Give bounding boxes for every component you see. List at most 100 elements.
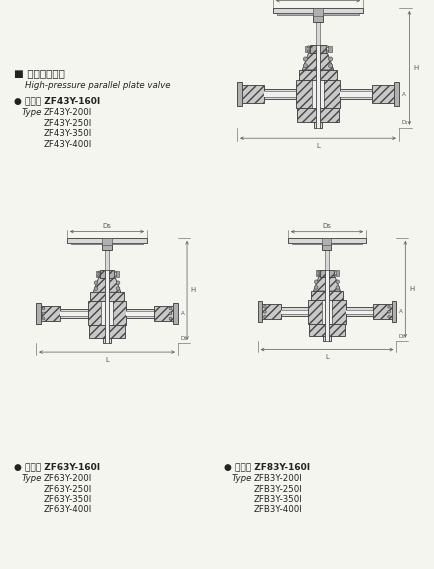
Text: ● 型号： ZF83Y-160I: ● 型号： ZF83Y-160I	[224, 462, 309, 471]
Text: ZFB3Y-400I: ZFB3Y-400I	[253, 505, 302, 514]
Ellipse shape	[114, 275, 116, 277]
Text: ZF43Y-250I: ZF43Y-250I	[44, 118, 92, 127]
Bar	[371, 85, 394, 103]
Text: ZF43Y-200I: ZF43Y-200I	[44, 108, 92, 117]
Ellipse shape	[263, 311, 266, 313]
Polygon shape	[302, 53, 333, 70]
Bar	[104, 240, 109, 242]
Ellipse shape	[302, 57, 307, 61]
Text: D₁: D₁	[180, 336, 187, 341]
Ellipse shape	[306, 50, 309, 52]
Bar	[372, 304, 392, 319]
Ellipse shape	[169, 317, 171, 320]
Bar	[312, 8, 322, 17]
Ellipse shape	[94, 287, 98, 290]
Ellipse shape	[333, 270, 335, 272]
Polygon shape	[93, 278, 121, 292]
Ellipse shape	[169, 307, 171, 310]
Text: ■ 高压平板闸阀: ■ 高压平板闸阀	[14, 68, 65, 78]
Text: ZF43Y-350I: ZF43Y-350I	[44, 129, 92, 138]
Bar	[264, 89, 295, 100]
Ellipse shape	[94, 281, 98, 284]
Ellipse shape	[328, 57, 332, 61]
Bar	[103, 339, 110, 343]
Ellipse shape	[263, 306, 266, 308]
Bar	[335, 270, 338, 276]
Bar	[322, 238, 331, 245]
Bar	[40, 306, 60, 321]
Ellipse shape	[42, 307, 45, 310]
Ellipse shape	[97, 271, 100, 273]
Bar	[116, 271, 118, 277]
Text: A: A	[180, 311, 184, 316]
Bar	[322, 336, 330, 341]
Bar	[241, 85, 264, 103]
Ellipse shape	[302, 64, 307, 68]
Ellipse shape	[317, 270, 319, 272]
Bar	[312, 13, 322, 22]
Bar	[339, 89, 371, 100]
Bar	[126, 311, 154, 316]
Bar	[287, 238, 365, 242]
Bar	[276, 13, 358, 15]
Bar	[99, 270, 114, 278]
Ellipse shape	[42, 317, 45, 320]
Ellipse shape	[306, 46, 309, 48]
Bar	[321, 300, 332, 324]
Ellipse shape	[387, 311, 390, 313]
Ellipse shape	[335, 280, 339, 283]
Bar	[315, 22, 319, 45]
Bar	[324, 240, 329, 242]
Bar	[257, 302, 262, 322]
Bar	[36, 303, 41, 324]
Bar	[339, 92, 371, 97]
Ellipse shape	[116, 287, 120, 290]
Text: ● 型号： ZF63Y-160I: ● 型号： ZF63Y-160I	[14, 462, 100, 471]
Text: Ds: Ds	[102, 223, 111, 229]
Bar	[60, 311, 88, 316]
Text: Ds: Ds	[322, 223, 331, 229]
Ellipse shape	[263, 315, 266, 318]
Bar	[295, 80, 339, 108]
Text: H: H	[408, 286, 413, 292]
Bar	[319, 270, 333, 277]
Ellipse shape	[328, 64, 332, 68]
Bar	[393, 82, 398, 106]
Bar	[296, 108, 338, 122]
Bar	[273, 8, 362, 13]
Text: H: H	[413, 65, 418, 71]
Bar	[88, 302, 126, 325]
Bar	[299, 70, 336, 80]
Text: High-pressure parallel plate valve: High-pressure parallel plate valve	[25, 81, 170, 90]
Polygon shape	[313, 277, 340, 291]
Bar	[102, 242, 112, 250]
Ellipse shape	[114, 271, 116, 273]
Bar	[305, 46, 308, 52]
Bar	[322, 242, 331, 250]
Text: Type: Type	[22, 474, 42, 483]
Bar	[328, 46, 331, 52]
Bar	[173, 303, 178, 324]
Ellipse shape	[169, 312, 171, 315]
Bar	[126, 309, 154, 318]
Ellipse shape	[116, 281, 120, 284]
Bar	[345, 307, 372, 316]
Ellipse shape	[333, 274, 335, 276]
Bar	[102, 238, 112, 245]
Text: L: L	[324, 354, 328, 360]
Bar	[325, 270, 328, 341]
Text: H: H	[190, 287, 196, 294]
Bar	[67, 238, 147, 242]
Bar	[308, 324, 344, 336]
Bar	[311, 80, 324, 108]
Text: ZFB3Y-350I: ZFB3Y-350I	[253, 495, 302, 504]
Text: D₁: D₁	[401, 120, 408, 125]
Ellipse shape	[42, 312, 45, 315]
Bar	[89, 325, 125, 339]
Ellipse shape	[335, 286, 339, 289]
Text: ZFB3Y-250I: ZFB3Y-250I	[253, 484, 302, 493]
Bar	[315, 45, 319, 127]
Bar	[316, 270, 318, 276]
Text: A: A	[398, 310, 402, 314]
Bar	[264, 92, 295, 97]
